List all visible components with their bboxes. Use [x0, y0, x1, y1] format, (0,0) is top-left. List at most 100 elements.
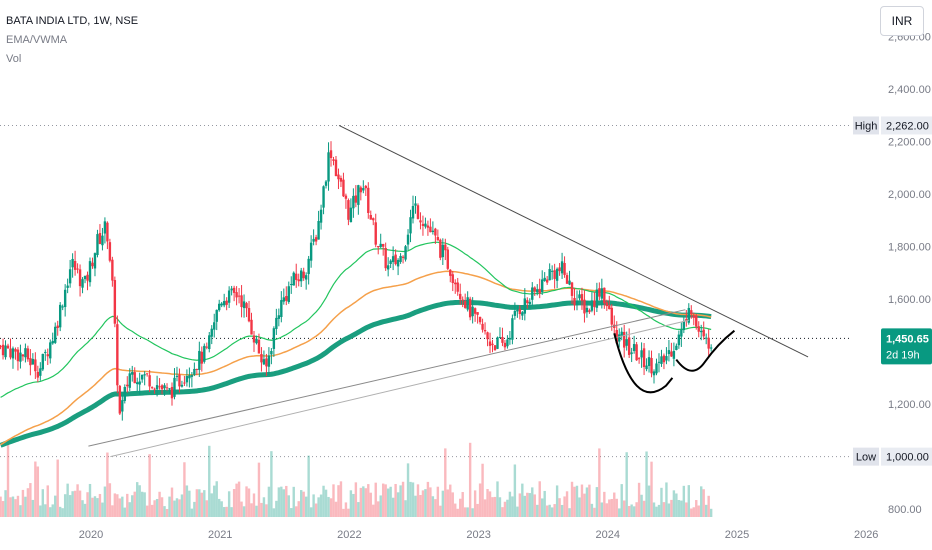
candle-body: [347, 200, 350, 220]
candle-body: [39, 368, 42, 376]
volume-bar: [178, 499, 181, 517]
candle-body: [327, 152, 330, 182]
candle-body: [61, 306, 64, 308]
candle-body: [165, 387, 169, 389]
candle-body: [93, 253, 97, 269]
candle-body: [260, 353, 263, 363]
volume-bar: [364, 488, 367, 517]
volume-bar: [625, 452, 628, 517]
volume-bar: [667, 503, 671, 517]
volume-bar: [362, 486, 365, 517]
volume-bar: [26, 488, 30, 517]
volume-bar: [349, 490, 353, 517]
symbol-title[interactable]: BATA INDIA LTD, 1W, NSE: [6, 15, 139, 27]
volume-bar: [14, 499, 17, 517]
volume-bar: [695, 500, 698, 517]
volume-bar: [640, 494, 643, 517]
indicator-volume[interactable]: Vol: [6, 53, 22, 65]
candle-body: [205, 346, 208, 348]
volume-bar: [285, 485, 288, 517]
volume-bar: [518, 493, 522, 517]
candle-body: [153, 388, 156, 390]
volume-bar: [595, 487, 599, 517]
volume-bar: [39, 505, 42, 517]
volume-bar: [136, 482, 139, 517]
candle-body: [240, 295, 243, 308]
candle-body: [352, 195, 355, 209]
candle-body: [481, 323, 484, 330]
volume-bar: [49, 507, 52, 517]
volume-bar: [41, 489, 44, 517]
price-tick-label: 1,200.00: [888, 399, 931, 411]
candle-body: [588, 310, 591, 313]
volume-bar: [414, 495, 417, 517]
candle-body: [627, 337, 631, 355]
volume-bar: [538, 481, 541, 517]
candle-body: [302, 271, 305, 279]
candle-body: [210, 328, 213, 337]
candle-body: [364, 185, 367, 189]
volume-bar: [704, 504, 708, 517]
candle-body: [560, 261, 564, 274]
candle-body: [575, 300, 579, 305]
candle-body: [292, 272, 295, 286]
volume-bar: [404, 500, 407, 517]
candle-body: [372, 218, 375, 221]
candle-body: [610, 307, 613, 325]
candle-body: [86, 274, 89, 281]
cup-pattern: [613, 333, 674, 394]
volume-bar: [657, 504, 661, 517]
volume-bar: [250, 503, 253, 517]
candle-body: [536, 289, 539, 293]
candle-body: [49, 342, 52, 359]
candle-body: [148, 375, 151, 387]
volume-bar: [108, 483, 112, 517]
volume-bar: [36, 466, 40, 517]
volume-bar: [543, 490, 546, 517]
volume-bar: [700, 486, 703, 517]
candle-body: [304, 275, 308, 280]
time-tick-label: 2022: [337, 529, 361, 541]
candle-body: [1, 344, 5, 356]
volume-bar: [620, 484, 623, 517]
volume-bar: [240, 501, 243, 517]
volume-bar: [630, 504, 633, 517]
volume-bar: [386, 488, 390, 517]
candle-body: [218, 303, 221, 311]
volume-bar: [476, 503, 479, 517]
price-tick-label: 2,000.00: [888, 189, 931, 201]
candle-body: [24, 348, 27, 358]
candle-body: [225, 300, 228, 305]
volume-bar: [106, 452, 109, 517]
volume-bar: [421, 490, 425, 517]
indicator-ema-vwma[interactable]: EMA/VWMA: [6, 34, 68, 46]
price-tick-label: 2,200.00: [888, 137, 931, 149]
candle-body: [230, 288, 233, 291]
candle-body: [446, 249, 449, 269]
candle-body: [377, 246, 380, 248]
volume-bar: [381, 483, 385, 517]
candle-body: [541, 279, 544, 293]
volume-bar: [183, 462, 186, 517]
ascending-trendline: [88, 309, 686, 447]
volume-bar: [297, 501, 300, 517]
candle-body: [411, 205, 415, 219]
volume-bar: [128, 502, 131, 517]
currency-button[interactable]: INR: [880, 6, 924, 36]
candle-body: [493, 345, 497, 351]
candle-body: [511, 318, 514, 340]
candle-body: [670, 351, 673, 357]
candle-body: [247, 308, 251, 322]
candle-body: [449, 269, 452, 276]
candle-body: [309, 242, 313, 261]
volume-bar: [195, 489, 199, 517]
volume-bar: [111, 505, 114, 517]
candle-body: [660, 356, 663, 364]
candle-body: [108, 242, 112, 261]
candle-body: [285, 296, 288, 301]
volume-bar: [131, 495, 134, 517]
candle-body: [709, 347, 713, 349]
candle-body: [68, 269, 72, 284]
candle-body: [672, 350, 676, 359]
